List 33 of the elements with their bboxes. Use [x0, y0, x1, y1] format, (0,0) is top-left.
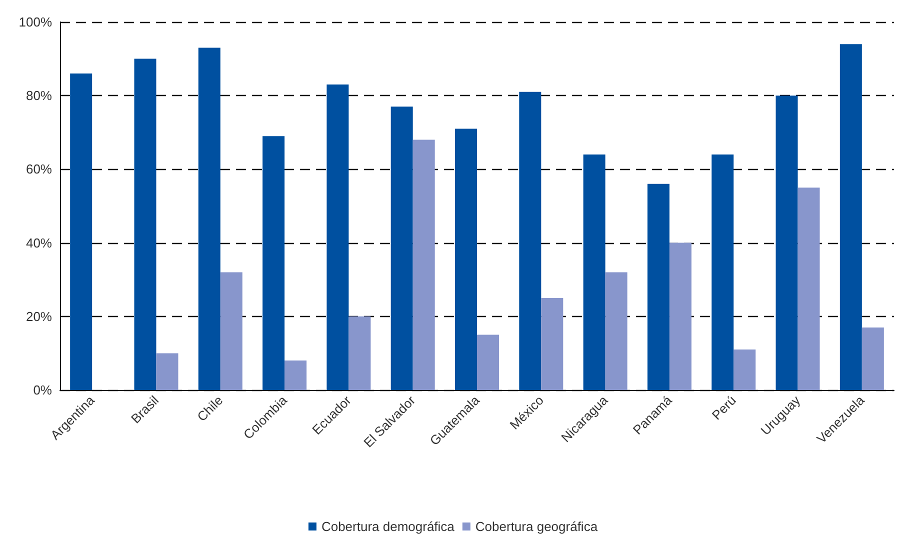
- bar: [776, 96, 798, 390]
- bar: [220, 272, 242, 390]
- legend-label: Cobertura demográfica: [321, 519, 456, 534]
- bar: [583, 154, 606, 390]
- legend-label: Cobertura geográfica: [475, 519, 598, 534]
- bar: [669, 242, 692, 390]
- bar: [862, 327, 884, 390]
- bar: [734, 350, 756, 390]
- bar: [198, 48, 220, 390]
- bar: [840, 44, 862, 390]
- bar: [326, 84, 349, 390]
- bar: [647, 184, 670, 390]
- y-tick-label: 20%: [26, 308, 52, 324]
- bar: [519, 92, 542, 390]
- bar: [798, 188, 820, 390]
- y-tick-label: 80%: [26, 88, 52, 104]
- bar: [390, 106, 413, 390]
- bar: [134, 58, 156, 390]
- bar: [348, 316, 371, 390]
- bar: [712, 154, 734, 390]
- y-tick-label: 0%: [33, 382, 52, 398]
- bar: [284, 360, 307, 390]
- bar: [262, 136, 285, 390]
- bar: [156, 353, 178, 390]
- bar: [455, 128, 477, 390]
- bar: [412, 140, 435, 390]
- bar: [477, 334, 499, 390]
- y-tick-label: 60%: [26, 162, 52, 177]
- bar: [70, 74, 92, 390]
- bar: [541, 298, 564, 390]
- y-tick-label: 100%: [18, 14, 52, 30]
- y-tick-label: 40%: [26, 235, 52, 250]
- bar: [605, 272, 628, 390]
